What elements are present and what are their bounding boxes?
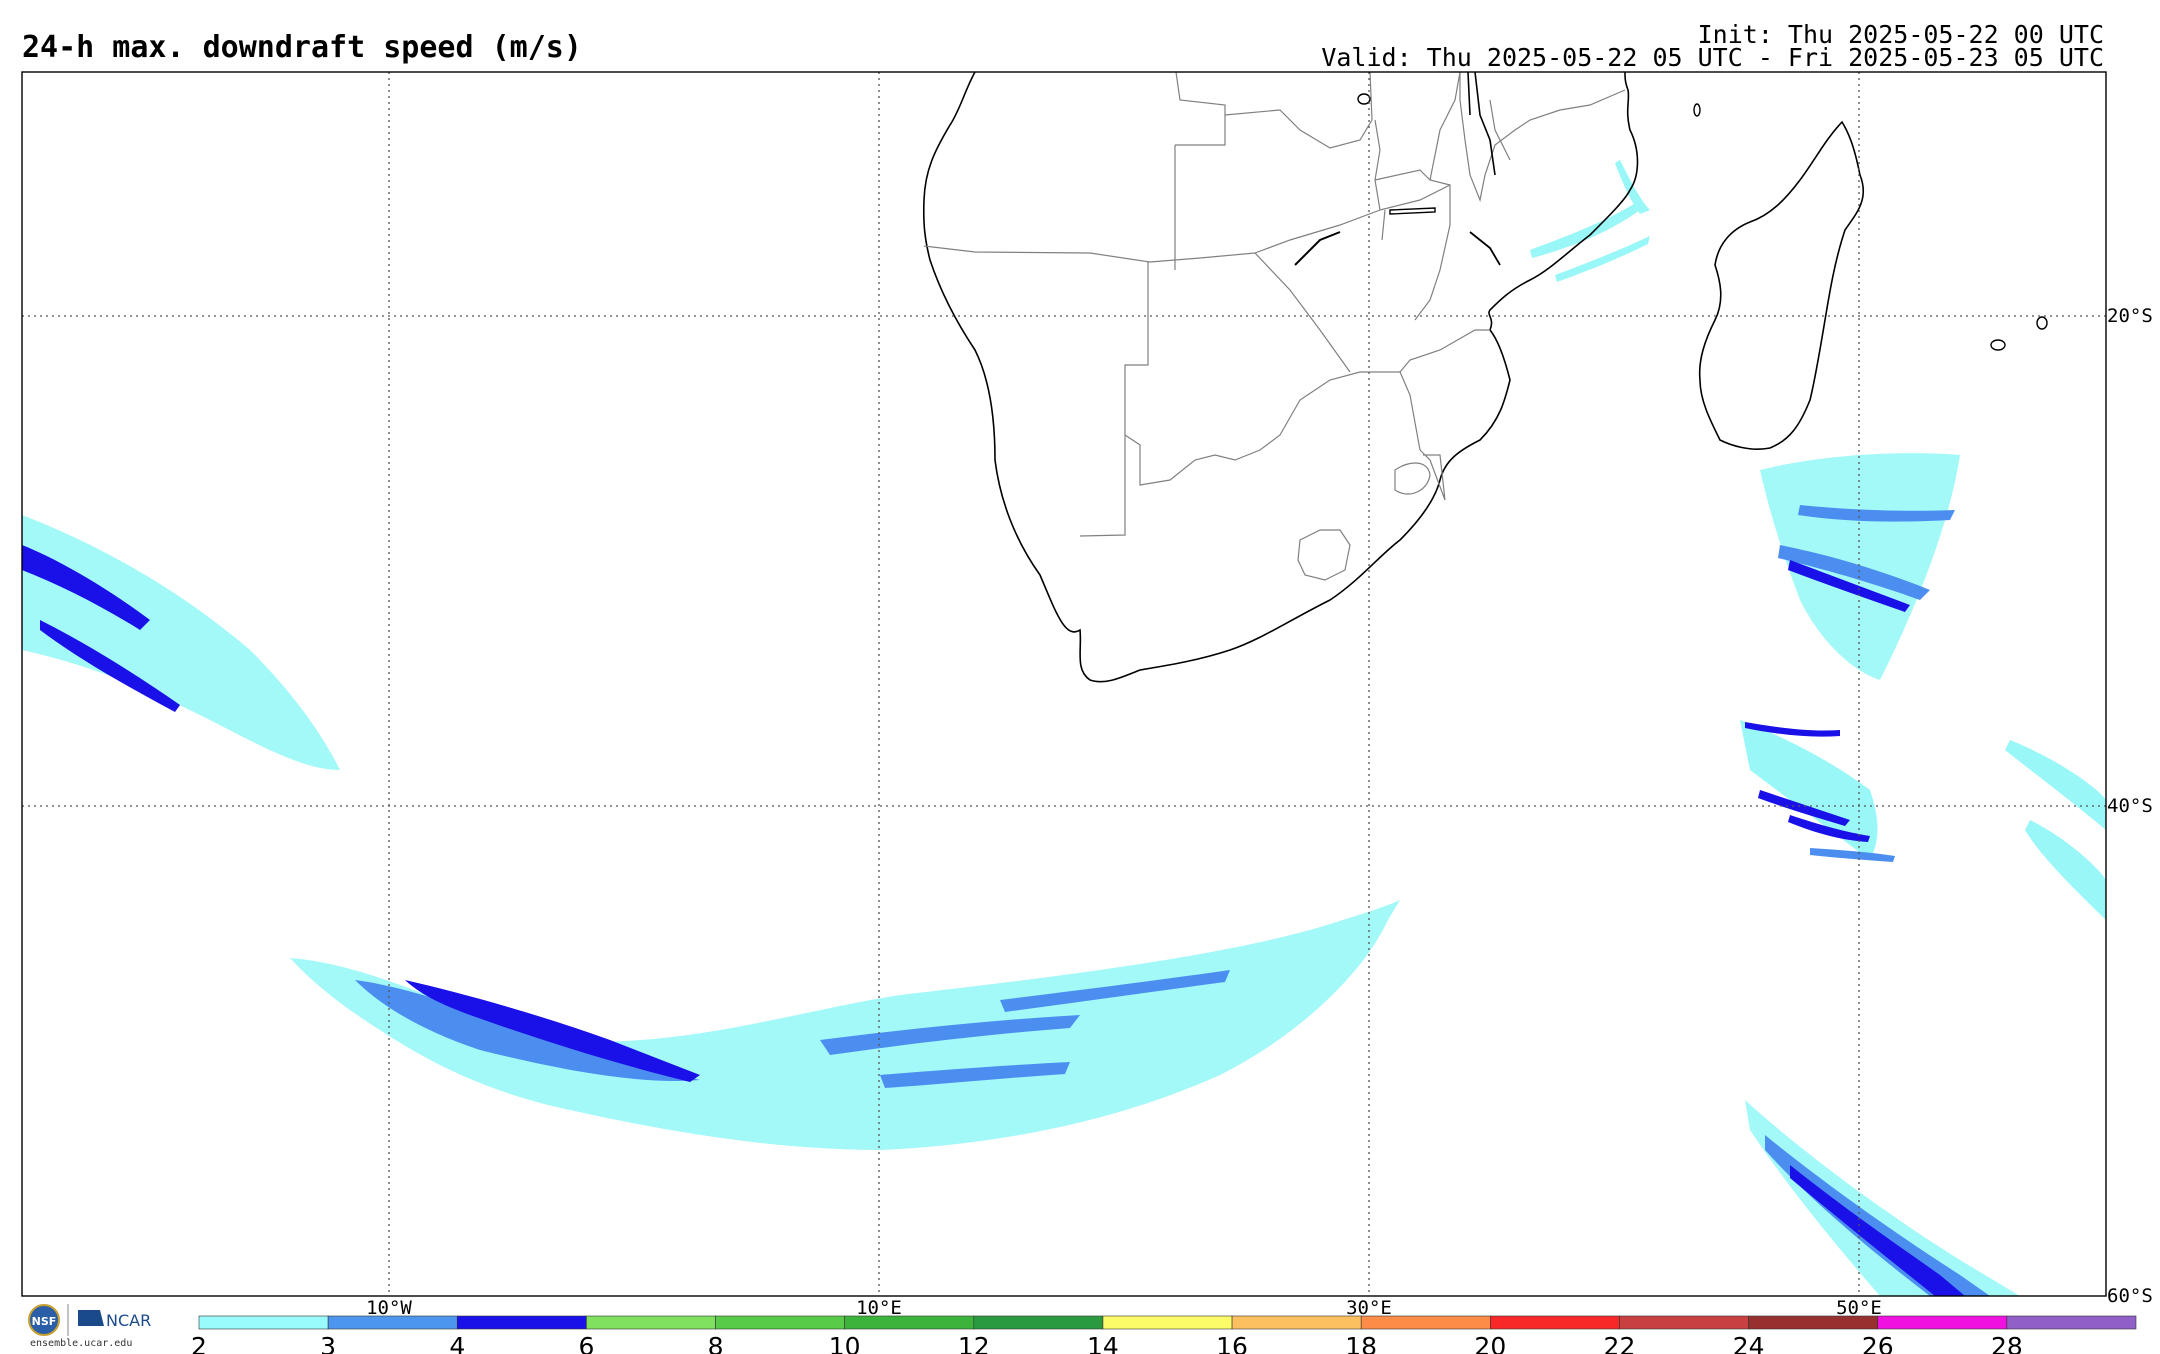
colorbar-tick-label: 6 (578, 1332, 594, 1354)
colorbar-tick-label: 28 (1991, 1332, 2023, 1354)
graticule (22, 72, 2106, 1296)
colorbar-tick-label: 22 (1604, 1332, 1636, 1354)
colorbar-segment (1748, 1315, 1879, 1330)
africa-coastline (922, 72, 1639, 683)
country-borders (923, 72, 1626, 581)
lon-label-50e: 50°E (1836, 1297, 1882, 1319)
downdraft-swath-south-dark (405, 980, 700, 1082)
downdraft-swath-east-medium (1778, 505, 1955, 600)
colorbar-segment (1231, 1315, 1362, 1330)
downdraft-streaks-40s (1740, 720, 2106, 920)
lat-label-40s: 40°S (2107, 795, 2153, 817)
lake-malawi (1474, 72, 1496, 176)
colorbar-segment (1490, 1315, 1620, 1330)
map-frame (21, 71, 2107, 1297)
colorbar-segment (586, 1315, 716, 1330)
lat-label-60s: 60°S (2107, 1285, 2153, 1307)
downdraft-swath-east-dark (1788, 560, 1910, 612)
colorbar-segment (2006, 1315, 2137, 1330)
svg-text:NCAR: NCAR (106, 1311, 151, 1330)
downdraft-swath-south-light (290, 900, 1400, 1150)
nsf-logo: NSF (28, 1304, 60, 1336)
downdraft-swath-northwest-dark (22, 545, 180, 712)
colorbar-segment (844, 1315, 975, 1330)
svg-text:NSF: NSF (32, 1315, 57, 1328)
ncar-logo: NCAR (78, 1310, 151, 1330)
map-title: 24-h max. downdraft speed (m/s) (22, 30, 582, 65)
colorbar-segment (198, 1315, 329, 1330)
lake-island (1357, 93, 1371, 105)
colorbar-segment (973, 1315, 1104, 1330)
comoros-island (1693, 103, 1701, 117)
colorbar-tick-label: 2 (191, 1332, 207, 1354)
colorbar-segment (1877, 1315, 2008, 1330)
reunion-island (1990, 339, 2006, 351)
logo-url: ensemble.ucar.edu (30, 1338, 133, 1349)
lat-label-20s: 20°S (2107, 305, 2153, 327)
downdraft-swath-southeast-light (1745, 1100, 2020, 1296)
mauritius-island (2036, 316, 2048, 330)
cahora-bassa (1469, 231, 1501, 266)
colorbar-segment (1619, 1315, 1749, 1330)
downdraft-swath-southeast-dark (1790, 1165, 1965, 1296)
colorbar-segment (715, 1315, 845, 1330)
lake-nyasa-shore (1467, 72, 1471, 116)
lake-kariba (1294, 231, 1341, 266)
colorbar-tick-label: 18 (1345, 1332, 1377, 1354)
colorbar-labels: 2 3 4 6 8 10 12 14 16 18 20 22 24 26 28 (191, 1332, 2023, 1354)
init-time: Init: Thu 2025-05-22 00 UTC (1697, 20, 2104, 49)
downdraft-swath-northwest-light (22, 515, 340, 770)
colorbar-segment (327, 1315, 458, 1330)
colorbar-tick-label: 8 (708, 1332, 724, 1354)
madagascar-coastline (1698, 120, 1865, 450)
colorbar-tick-label: 24 (1733, 1332, 1765, 1354)
colorbar-segment (456, 1315, 587, 1330)
lon-label-10e: 10°E (856, 1297, 902, 1319)
colorbar-segment (1102, 1315, 1233, 1330)
colorbar-segment (1360, 1315, 1491, 1330)
colorbar-tick-label: 4 (449, 1332, 465, 1354)
lon-label-30e: 30°E (1346, 1297, 1392, 1319)
colorbar-tick-label: 14 (1087, 1332, 1119, 1354)
colorbar-tick-label: 3 (320, 1332, 336, 1354)
colorbar-tick-label: 12 (958, 1332, 990, 1354)
downdraft-streaks-mozambique (1530, 160, 1650, 282)
valid-time: Valid: Thu 2025-05-22 05 UTC - Fri 2025-… (1321, 43, 2104, 72)
lake-tanganyika (1389, 207, 1436, 215)
colorbar-tick-label: 20 (1474, 1332, 1506, 1354)
lon-label-10w: 10°W (366, 1297, 412, 1319)
colorbar (198, 1315, 2137, 1330)
colorbar-tick-label: 16 (1216, 1332, 1248, 1354)
colorbar-tick-label: 10 (829, 1332, 861, 1354)
colorbar-tick-label: 26 (1862, 1332, 1894, 1354)
